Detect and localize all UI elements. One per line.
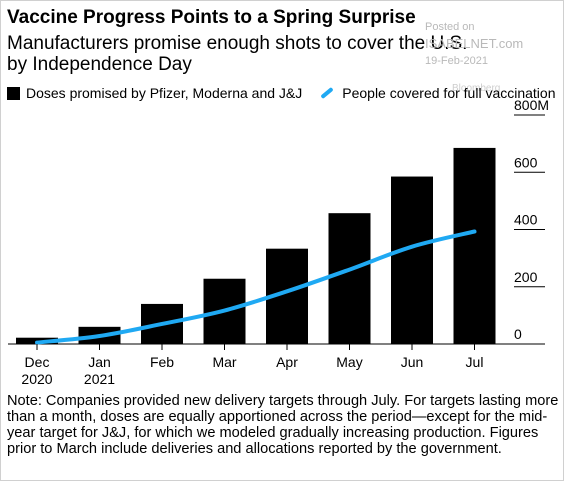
x-tick-label: Jan — [88, 354, 111, 370]
x-tick-label: Dec — [25, 354, 50, 370]
series-line-people-covered — [35, 229, 477, 345]
watermark-logo: Bloomberg — [452, 83, 501, 94]
x-tick-label: Mar — [212, 354, 236, 370]
y-tick-label: 600 — [514, 154, 538, 170]
y-tick-label: 400 — [514, 212, 538, 228]
bar — [453, 147, 496, 344]
x-tick-label: Jul — [466, 354, 484, 370]
x-tick-label: Apr — [276, 354, 298, 370]
x-tick-label: Feb — [150, 354, 174, 370]
bar — [328, 213, 371, 344]
chart-legend: Doses promised by Pfizer, Moderna and J&… — [7, 85, 555, 101]
x-tick-label-year: 2020 — [21, 371, 52, 387]
y-tick-label: 800M — [514, 97, 549, 113]
watermark-date: 19-Feb-2021 — [425, 55, 488, 67]
bar — [391, 176, 433, 344]
watermark-site: ISABELNET.com — [425, 36, 524, 51]
legend-bar-swatch — [7, 86, 20, 100]
y-tick-label: 0 — [514, 326, 522, 342]
x-tick-label: May — [336, 354, 362, 370]
x-tick-label: Jun — [401, 354, 424, 370]
x-tick-label-year: 2021 — [84, 371, 115, 387]
chart-note: Note: Companies provided new delivery ta… — [7, 393, 559, 457]
y-tick-label: 200 — [514, 269, 538, 285]
legend-bar-label: Doses promised by Pfizer, Moderna and J&… — [26, 85, 303, 101]
watermark-posted-on: Posted on — [425, 21, 475, 33]
chart-title: Vaccine Progress Points to a Spring Surp… — [7, 7, 416, 28]
chart-subtitle: Manufacturers promise enough shots to co… — [7, 33, 468, 75]
legend-line-label: People covered for full vaccination — [342, 85, 556, 101]
